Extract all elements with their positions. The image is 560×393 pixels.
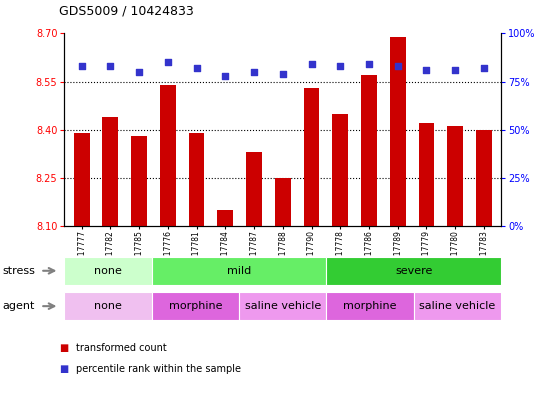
Bar bbox=[102, 117, 118, 226]
Point bbox=[221, 73, 230, 79]
Bar bbox=[333, 114, 348, 226]
Bar bbox=[189, 133, 204, 226]
Text: percentile rank within the sample: percentile rank within the sample bbox=[76, 364, 241, 374]
Text: transformed count: transformed count bbox=[76, 343, 166, 353]
Bar bbox=[152, 292, 239, 320]
Text: none: none bbox=[94, 266, 122, 276]
Bar bbox=[160, 85, 176, 226]
Bar bbox=[447, 127, 463, 226]
Text: agent: agent bbox=[3, 301, 35, 311]
Point bbox=[336, 63, 345, 69]
Bar bbox=[361, 75, 377, 226]
Bar bbox=[217, 210, 233, 226]
Bar bbox=[476, 130, 492, 226]
Text: GDS5009 / 10424833: GDS5009 / 10424833 bbox=[59, 5, 194, 18]
Point bbox=[422, 67, 431, 73]
Point bbox=[365, 61, 374, 67]
Bar bbox=[131, 136, 147, 226]
Text: morphine: morphine bbox=[343, 301, 397, 311]
Point bbox=[106, 63, 115, 69]
Text: severe: severe bbox=[395, 266, 432, 276]
Bar bbox=[64, 292, 152, 320]
Bar bbox=[246, 152, 262, 226]
Text: ■: ■ bbox=[59, 343, 68, 353]
Bar bbox=[152, 257, 326, 285]
Point bbox=[451, 67, 460, 73]
Point bbox=[250, 69, 259, 75]
Text: ■: ■ bbox=[59, 364, 68, 374]
Point bbox=[134, 69, 143, 75]
Bar bbox=[74, 133, 90, 226]
Text: saline vehicle: saline vehicle bbox=[419, 301, 496, 311]
Point bbox=[307, 61, 316, 67]
Bar bbox=[326, 292, 414, 320]
Text: morphine: morphine bbox=[169, 301, 222, 311]
Point bbox=[77, 63, 86, 69]
Point bbox=[192, 65, 201, 71]
Text: mild: mild bbox=[227, 266, 251, 276]
Bar bbox=[326, 257, 501, 285]
Bar bbox=[418, 123, 435, 226]
Point bbox=[164, 59, 172, 65]
Text: none: none bbox=[94, 301, 122, 311]
Point bbox=[278, 71, 287, 77]
Bar bbox=[414, 292, 501, 320]
Bar bbox=[304, 88, 319, 226]
Bar bbox=[239, 292, 326, 320]
Bar bbox=[275, 178, 291, 226]
Point bbox=[393, 63, 402, 69]
Bar bbox=[64, 257, 152, 285]
Point bbox=[479, 65, 488, 71]
Bar bbox=[390, 37, 405, 226]
Text: stress: stress bbox=[3, 266, 36, 276]
Text: saline vehicle: saline vehicle bbox=[245, 301, 321, 311]
